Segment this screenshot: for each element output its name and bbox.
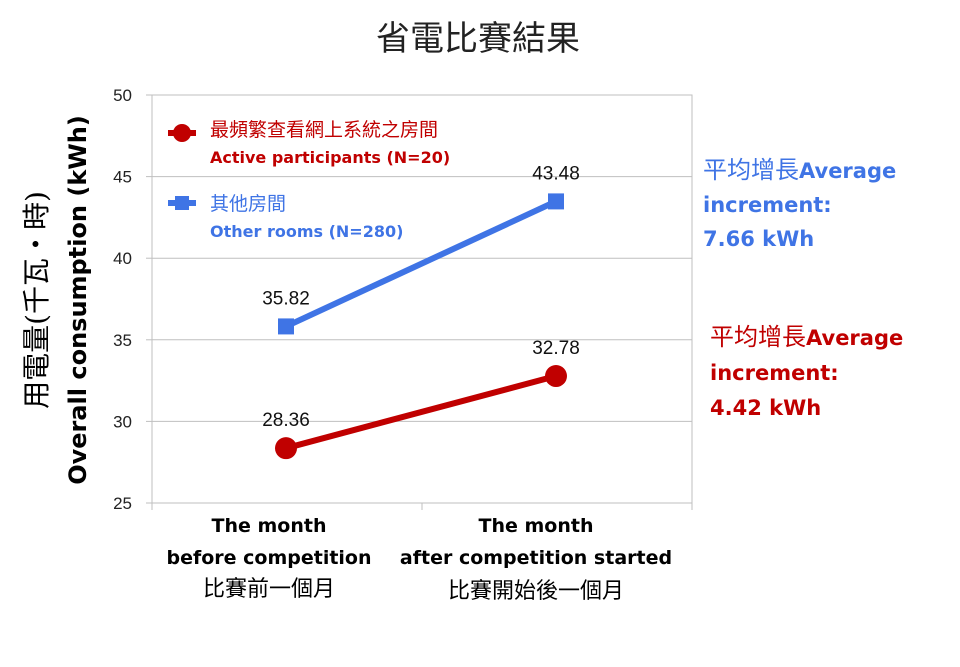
data-point — [278, 318, 294, 335]
data-point — [545, 365, 567, 388]
data-label: 35.82 — [262, 288, 310, 309]
annotation-active-en: Average — [806, 326, 903, 350]
annotation-other-value: 7.66 kWh — [703, 227, 814, 251]
annotation-other: 平均增長Average increment: 7.66 kWh — [703, 156, 896, 251]
y-tick-label: 50 — [113, 86, 132, 105]
y-axis-ticks: 25 30 35 40 45 50 — [113, 86, 152, 513]
annotation-other-en: Average — [799, 159, 896, 183]
annotation-active-line2: increment: — [710, 361, 839, 385]
svg-text:平均增長Average: 平均增長Average — [710, 323, 903, 351]
data-label: 32.78 — [532, 338, 580, 359]
series-line-active — [285, 373, 557, 452]
annotation-other-zh: 平均增長 — [703, 156, 799, 184]
x-category-1-line2: before competition — [166, 547, 371, 569]
data-point — [548, 193, 564, 210]
legend-label-active: Active participants (N=20) — [210, 148, 450, 167]
annotation-other-line2: increment: — [703, 193, 832, 217]
y-tick-label: 40 — [113, 249, 132, 268]
series-line-other — [284, 198, 558, 330]
gridlines — [152, 176, 692, 422]
chart-title: 省電比賽結果 — [376, 19, 580, 59]
x-axis-ticks — [151, 503, 693, 510]
legend: 最頻繁查看網上系統之房間 Active participants (N=20) … — [168, 119, 450, 241]
legend-label-other: Other rooms (N=280) — [210, 222, 403, 241]
x-category-2-line1: The month — [479, 515, 594, 537]
legend-marker-active — [173, 124, 191, 142]
x-category-1-zh: 比賽前一個月 — [203, 577, 335, 602]
x-category-2-line2: after competition started — [400, 547, 672, 569]
x-category-1-line1: The month — [212, 515, 327, 537]
y-axis-title-zh: 用電量(千瓦‧時) — [20, 191, 53, 409]
series-layer: 28.36 32.78 35.82 43.48 — [262, 163, 580, 460]
y-tick-label: 30 — [113, 412, 132, 431]
data-label: 43.48 — [532, 163, 580, 184]
y-tick-label: 45 — [113, 168, 132, 187]
y-axis-title: 用電量(千瓦‧時) — [20, 191, 53, 409]
x-category-2-zh: 比賽開始後一個月 — [448, 579, 624, 604]
legend-marker-other — [175, 196, 189, 210]
annotation-active: 平均增長Average increment: 4.42 kWh — [710, 323, 903, 420]
annotation-active-zh: 平均增長 — [710, 323, 806, 351]
y-tick-label: 25 — [113, 494, 132, 513]
annotation-active-value: 4.42 kWh — [710, 396, 821, 420]
y-tick-label: 35 — [113, 331, 132, 350]
data-point — [275, 437, 297, 460]
legend-label-other-zh: 其他房間 — [210, 193, 286, 215]
data-label: 28.36 — [262, 410, 310, 431]
legend-label-active-zh: 最頻繁查看網上系統之房間 — [210, 119, 438, 141]
y-axis-title-en: Overall consumption (kWh) — [64, 115, 92, 485]
svg-text:平均增長Average: 平均增長Average — [703, 156, 896, 184]
